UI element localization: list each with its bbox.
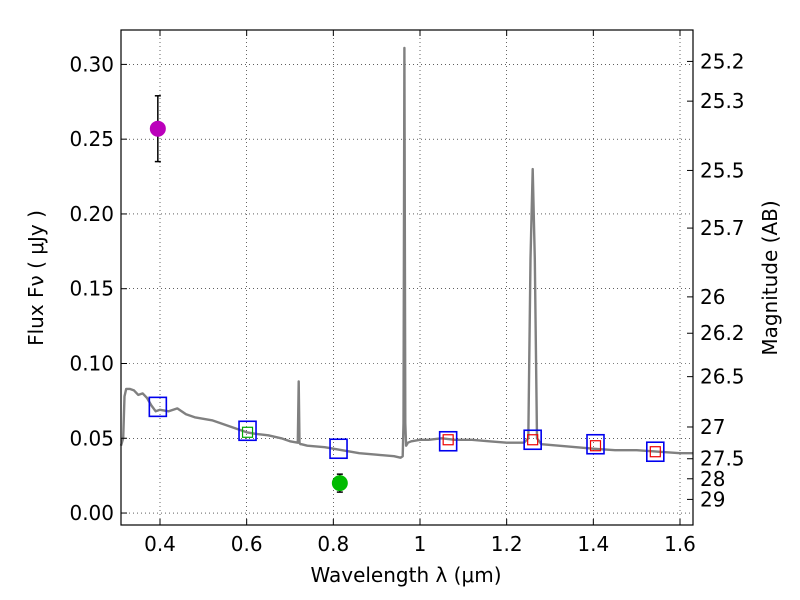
x-tick-label: 0.4 — [144, 532, 176, 556]
y2-tick-label: 29 — [700, 487, 725, 511]
y2-tick-label: 25.3 — [700, 89, 745, 113]
data-layer — [119, 46, 693, 493]
x-tick-label: 1.2 — [491, 532, 523, 556]
y2-tick-label: 28 — [700, 467, 725, 491]
model-photometry-square — [523, 429, 542, 451]
model-photometry-square — [148, 396, 168, 418]
y-tick-label: 0.30 — [69, 52, 114, 76]
observed-photometry-point — [149, 120, 166, 137]
y2-tick-label: 26.2 — [700, 321, 745, 345]
y-tick-label: 0.05 — [69, 426, 114, 450]
model-photometry-inner-square — [442, 434, 454, 446]
model-photometry-square — [645, 441, 665, 463]
y-tick-label: 0.25 — [69, 127, 114, 151]
model-photometry-square — [586, 433, 605, 455]
model-photometry-square — [329, 438, 348, 460]
plot-frame — [120, 29, 694, 526]
ticks: 0.4 0.6 0.8 1 1.2 1.4 1.6 0.00 0.05 0.10 0.15 0.20 0… — [69, 30, 745, 556]
y2-tick-label: 25.7 — [700, 216, 745, 240]
x-axis-label: Wavelength λ (μm) — [310, 563, 501, 587]
model-photometry-inner-square — [241, 426, 254, 438]
y2-tick-label: 25.5 — [700, 158, 745, 182]
y2-axis-label: Magnitude (AB) — [758, 200, 782, 355]
model-photometry-inner-square — [589, 440, 602, 452]
y-axis-label: Flux Fν ( μJy ) — [24, 210, 48, 346]
y2-tick-label: 27 — [700, 415, 725, 439]
y-tick-label: 0.15 — [69, 277, 114, 301]
model-photometry-inner-square — [649, 446, 661, 458]
model-photometry-inner-square — [527, 434, 539, 446]
y2-tick-label: 27.5 — [700, 447, 745, 471]
model-photometry-square — [238, 420, 257, 442]
y2-tick-label: 26 — [700, 285, 725, 309]
y-tick-label: 0.10 — [69, 351, 114, 375]
x-tick-label: 1.6 — [664, 532, 696, 556]
sed-model-line — [119, 46, 693, 459]
model-photometry-square — [438, 430, 458, 452]
x-tick-label: 1.4 — [577, 532, 609, 556]
y-tick-label: 0.00 — [69, 501, 114, 525]
y2-tick-label: 26.5 — [700, 365, 745, 389]
y2-tick-label: 25.2 — [700, 49, 745, 73]
grid — [121, 30, 693, 525]
x-tick-label: 0.6 — [231, 532, 263, 556]
observed-photometry-point — [331, 475, 348, 492]
x-tick-label: 0.8 — [317, 532, 349, 556]
y-tick-label: 0.20 — [69, 202, 114, 226]
x-tick-label: 1 — [414, 532, 427, 556]
